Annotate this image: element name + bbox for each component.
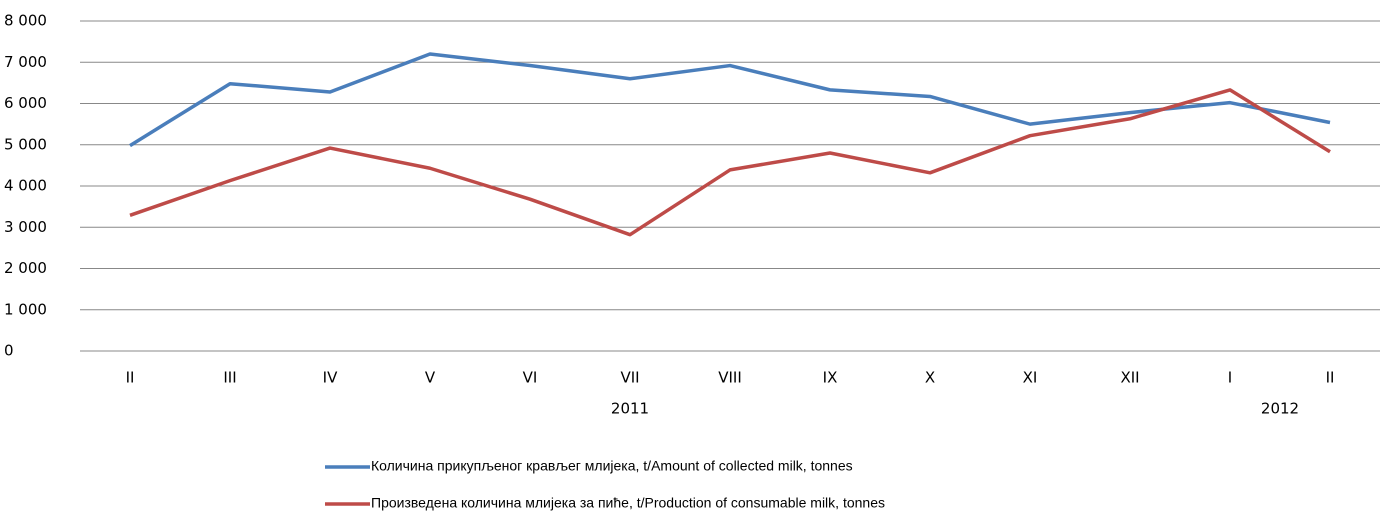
legend: Количина прикупљеног крављег млијека, t/…: [325, 458, 885, 511]
x-tick-label: XII: [1120, 369, 1139, 387]
series-line: [129, 88, 1331, 237]
x-group-label: 2011: [611, 400, 649, 418]
series-line: [129, 52, 1331, 148]
x-tick-label: VI: [523, 369, 538, 387]
y-tick-label: 3 000: [4, 218, 47, 236]
y-tick-label: 6 000: [4, 94, 47, 112]
x-tick-label: III: [223, 369, 236, 387]
legend-label: Количина прикупљеног крављег млијека, t/…: [371, 458, 853, 474]
y-tick-label: 1 000: [4, 300, 47, 318]
x-group-label: 2012: [1261, 400, 1299, 418]
legend-label: Произведена количина млијека за пиће, t/…: [371, 495, 885, 511]
x-tick-label: II: [1326, 369, 1335, 387]
x-tick-label: IX: [823, 369, 838, 387]
y-tick-label: 7 000: [4, 53, 47, 71]
x-tick-label: VIII: [718, 369, 742, 387]
y-tick-label: 8 000: [4, 12, 47, 30]
x-tick-label: II: [126, 369, 135, 387]
x-tick-label: VII: [620, 369, 639, 387]
x-tick-label: X: [925, 369, 935, 387]
x-tick-label: I: [1228, 369, 1232, 387]
y-tick-label: 0: [4, 342, 14, 360]
x-tick-label: IV: [323, 369, 338, 387]
y-tick-label: 4 000: [4, 177, 47, 195]
x-tick-label: V: [425, 369, 436, 387]
y-tick-label: 2 000: [4, 259, 47, 277]
x-tick-label: XI: [1023, 369, 1038, 387]
y-tick-label: 5 000: [4, 135, 47, 153]
